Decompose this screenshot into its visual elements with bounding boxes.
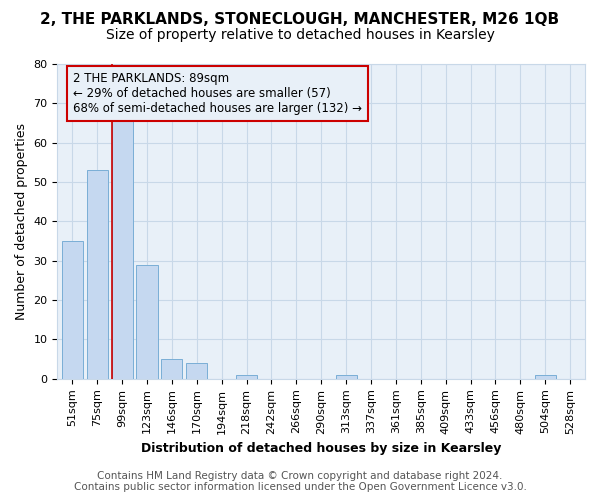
- Bar: [62, 241, 83, 379]
- Bar: [112, 119, 133, 379]
- Bar: [161, 359, 182, 379]
- Bar: [535, 375, 556, 379]
- Text: Contains HM Land Registry data © Crown copyright and database right 2024.
Contai: Contains HM Land Registry data © Crown c…: [74, 471, 526, 492]
- Bar: [86, 170, 108, 379]
- Bar: [186, 363, 208, 379]
- Text: 2 THE PARKLANDS: 89sqm
← 29% of detached houses are smaller (57)
68% of semi-det: 2 THE PARKLANDS: 89sqm ← 29% of detached…: [73, 72, 362, 115]
- Bar: [236, 375, 257, 379]
- Y-axis label: Number of detached properties: Number of detached properties: [15, 123, 28, 320]
- Text: Size of property relative to detached houses in Kearsley: Size of property relative to detached ho…: [106, 28, 494, 42]
- Bar: [335, 375, 356, 379]
- Bar: [136, 264, 158, 379]
- X-axis label: Distribution of detached houses by size in Kearsley: Distribution of detached houses by size …: [141, 442, 502, 455]
- Text: 2, THE PARKLANDS, STONECLOUGH, MANCHESTER, M26 1QB: 2, THE PARKLANDS, STONECLOUGH, MANCHESTE…: [40, 12, 560, 28]
